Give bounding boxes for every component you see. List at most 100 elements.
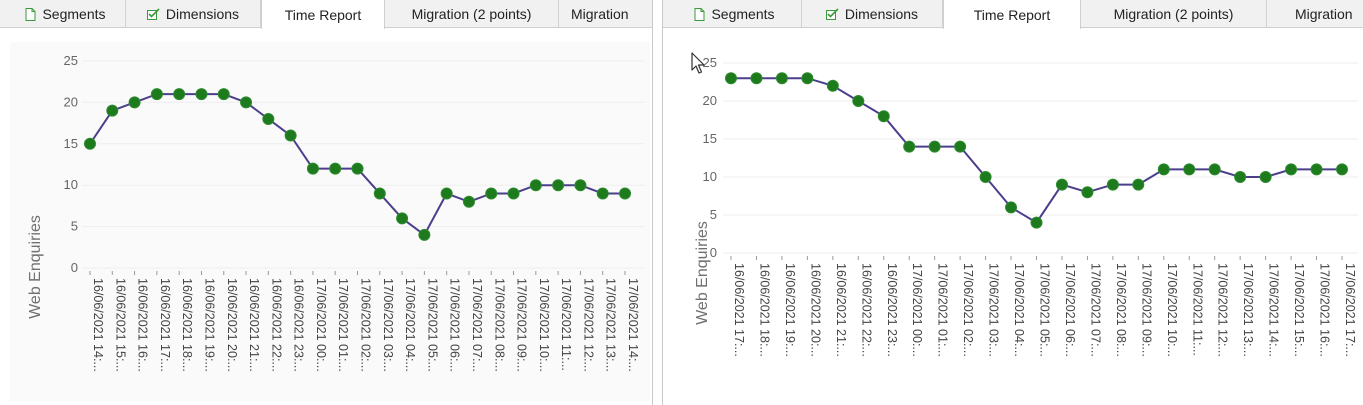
x-tick-label: 16/06/2021 23:...: [885, 263, 899, 357]
x-tick-label: 17/06/2021 04:...: [1012, 263, 1026, 357]
data-point: [903, 140, 916, 153]
data-point: [373, 187, 386, 200]
x-tick-label: 17/06/2021 16:...: [1318, 263, 1332, 357]
x-tick-label: 16/06/2021 22:...: [859, 263, 873, 357]
x-tick-label: 17/06/2021 01:...: [936, 263, 950, 357]
x-tick-label: 16/06/2021 19:...: [202, 278, 216, 372]
data-point: [775, 72, 788, 85]
y-tick-label: 0: [710, 245, 717, 260]
data-point: [596, 187, 609, 200]
x-tick-label: 17/06/2021 04:...: [403, 278, 417, 372]
checklist-icon: [146, 8, 160, 20]
x-tick-label: 17/06/2021 08:...: [492, 278, 506, 372]
data-point: [351, 162, 364, 175]
x-tick-label: 17/06/2021 05:...: [1038, 263, 1052, 357]
data-point: [852, 95, 865, 107]
tab-label: Migration: [571, 6, 629, 22]
y-tick-label: 15: [64, 136, 78, 151]
data-point: [552, 179, 565, 192]
data-point: [1285, 163, 1298, 176]
tab-label: Segments: [42, 6, 106, 22]
document-icon: [694, 7, 705, 21]
data-point: [195, 88, 208, 101]
left-panel: Segments Dimensions Time Report Migratio…: [0, 0, 653, 405]
x-tick-label: 17/06/2021 09:...: [515, 278, 529, 372]
y-tick-label: 5: [710, 207, 717, 222]
data-point: [485, 187, 498, 200]
tab-migration[interactable]: Migration: [1267, 0, 1363, 28]
x-tick-label: 17/06/2021 08:...: [1114, 263, 1128, 357]
data-point: [529, 179, 542, 192]
y-tick-label: 25: [64, 53, 78, 68]
data-point: [1157, 163, 1170, 176]
tab-label: Time Report: [284, 6, 362, 23]
x-tick-label: 16/06/2021 16:...: [136, 278, 150, 372]
data-point: [306, 162, 319, 175]
data-point: [1208, 163, 1221, 176]
data-point: [240, 96, 253, 109]
data-point: [725, 72, 737, 85]
checklist-icon: [825, 8, 839, 20]
tab-segments[interactable]: Segments: [668, 0, 802, 28]
x-tick-label: 16/06/2021 17:...: [732, 263, 746, 357]
tab-label: Dimensions: [165, 6, 240, 22]
y-tick-label: 20: [64, 94, 78, 109]
x-tick-label: 16/06/2021 22:...: [269, 278, 283, 372]
tab-dimensions[interactable]: Dimensions: [802, 0, 943, 28]
tab-segments[interactable]: Segments: [6, 0, 126, 28]
data-point: [1132, 178, 1145, 191]
data-point: [440, 187, 453, 200]
data-point: [826, 79, 839, 92]
data-point: [128, 96, 141, 109]
data-point: [1106, 178, 1119, 191]
x-tick-label: 16/06/2021 20:...: [808, 263, 822, 357]
tab-label: Segments: [711, 6, 775, 22]
tab-dimensions[interactable]: Dimensions: [126, 0, 261, 28]
x-tick-label: 17/06/2021 03:...: [381, 278, 395, 372]
data-point: [1005, 201, 1018, 214]
data-point: [750, 72, 763, 85]
x-tick-label: 17/06/2021 14:...: [1267, 263, 1281, 357]
document-icon: [25, 7, 36, 21]
tab-migration-2-points[interactable]: Migration (2 points): [1081, 0, 1267, 28]
data-point: [507, 187, 520, 200]
x-tick-label: 17/06/2021 15:...: [1292, 263, 1306, 357]
tab-label: Migration: [1295, 6, 1353, 22]
x-tick-label: 16/06/2021 18:...: [180, 278, 194, 372]
x-tick-label: 17/06/2021 13:...: [604, 278, 618, 372]
x-tick-label: 17/06/2021 14:...: [626, 278, 640, 372]
data-point: [877, 110, 890, 123]
data-point: [1081, 186, 1094, 199]
data-point: [954, 140, 967, 153]
y-tick-label: 0: [71, 260, 78, 275]
x-tick-label: 17/06/2021 09:...: [1139, 263, 1153, 357]
x-tick-label: 16/06/2021 19:...: [783, 263, 797, 357]
data-point: [329, 162, 342, 175]
data-point: [801, 72, 814, 85]
data-point: [979, 171, 992, 183]
x-tick-label: 17/06/2021 07:...: [470, 278, 484, 372]
tab-bar: Segments Dimensions Time Report Migratio…: [0, 0, 653, 29]
x-tick-label: 17/06/2021 03:...: [987, 263, 1001, 357]
data-point: [262, 112, 275, 125]
x-tick-label: 16/06/2021 21:...: [834, 263, 848, 357]
data-point: [173, 88, 186, 101]
data-point: [150, 88, 163, 101]
tab-time-report[interactable]: Time Report: [261, 0, 385, 29]
x-tick-label: 17/06/2021 05:...: [425, 278, 439, 372]
x-tick-label: 16/06/2021 20:...: [225, 278, 239, 372]
tab-bar: Segments Dimensions Time Report Migratio…: [663, 0, 1363, 29]
data-point: [574, 179, 587, 192]
x-tick-label: 17/06/2021 10:...: [537, 278, 551, 372]
x-tick-label: 16/06/2021 18:...: [757, 263, 771, 357]
data-point: [217, 88, 230, 101]
x-tick-label: 17/06/2021 02:...: [359, 278, 373, 372]
x-tick-label: 17/06/2021 00:...: [910, 263, 924, 357]
data-point: [1030, 216, 1043, 229]
line-chart: 0 5 10 15 20 25 Web Enquiries 16/06/2021 17:...…: [694, 55, 1358, 357]
x-tick-label: 17/06/2021 02:...: [961, 263, 975, 357]
tab-migration-2-points[interactable]: Migration (2 points): [385, 0, 559, 28]
tab-label: Dimensions: [844, 6, 919, 22]
tab-time-report[interactable]: Time Report: [943, 0, 1081, 29]
tab-migration[interactable]: Migration: [559, 0, 653, 28]
